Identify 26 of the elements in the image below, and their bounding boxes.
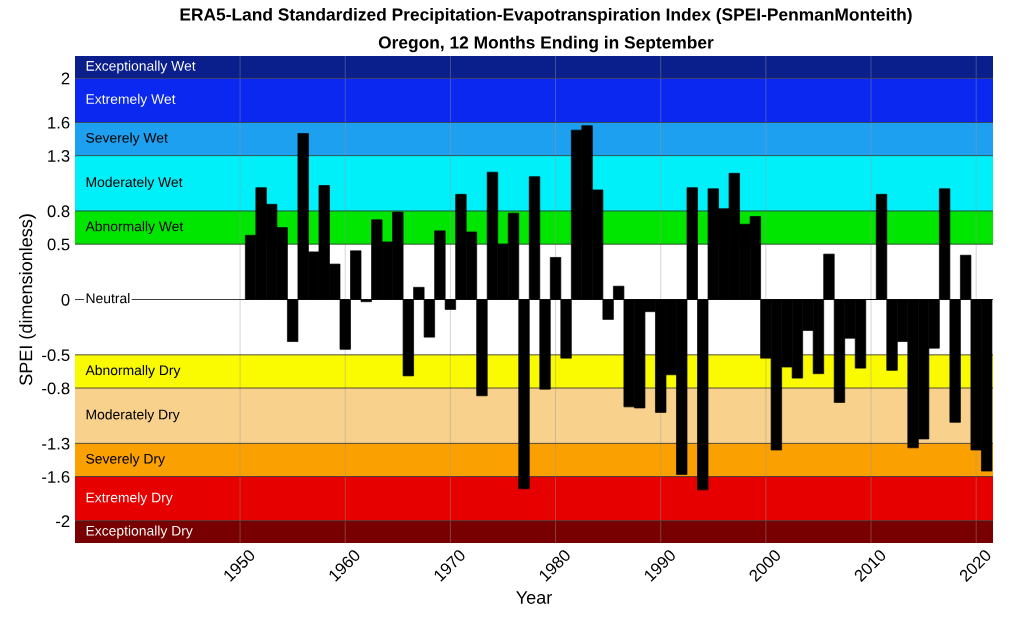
band-label: Abnormally Dry xyxy=(85,364,181,378)
y-tick-label: -0.5 xyxy=(42,349,70,362)
y-tick-label: -2 xyxy=(56,515,70,527)
band-label: Exceptionally Dry xyxy=(86,525,193,539)
band-label: Severely Dry xyxy=(86,453,165,467)
y-tick-label: 0.8 xyxy=(47,205,70,218)
y-tick-label: 0 xyxy=(61,293,70,306)
y-tick-label: -0.8 xyxy=(42,382,70,395)
x-axis-title: Year xyxy=(516,591,552,604)
band-label: Abnormally Wet xyxy=(85,221,184,235)
band-label: Extremely Dry xyxy=(86,492,173,506)
y-tick-label: 1.3 xyxy=(48,150,70,162)
y-tick-label: -1.3 xyxy=(42,437,70,450)
chart-title: ERA5-Land Standardized Precipitation-Evapotranspiration Index (SPEI-PenmanMonteith) xyxy=(180,7,912,25)
band-label: Severely Wet xyxy=(86,132,168,146)
y-tick-label: 2 xyxy=(61,72,70,85)
band-label: Extremely Wet xyxy=(86,93,176,107)
ref-line-label: Neutral xyxy=(86,293,130,304)
y-tick-label: -1.6 xyxy=(42,470,70,483)
band-label: Moderately Wet xyxy=(86,176,183,190)
y-tick-label: 1.6 xyxy=(48,116,70,129)
y-axis-title: SPEI (dimensionless) xyxy=(19,214,36,385)
y-tick-label: 0.5 xyxy=(47,238,70,251)
band-label: Moderately Dry xyxy=(86,409,180,423)
band-label: Exceptionally Wet xyxy=(86,60,196,74)
chart-subtitle: Oregon, 12 Months Ending in September xyxy=(378,35,714,53)
